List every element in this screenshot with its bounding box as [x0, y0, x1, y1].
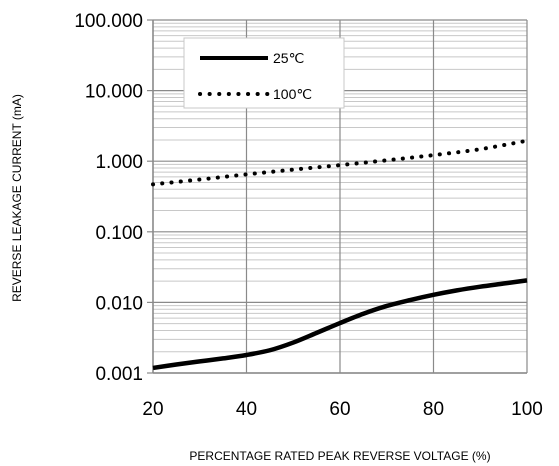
y-tick-label: 100.000: [74, 11, 143, 32]
y-tick-label: 1.000: [95, 152, 143, 173]
legend-box: [183, 37, 345, 109]
legend-label-100c: 100℃: [273, 86, 312, 102]
y-tick-label: 0.100: [95, 223, 143, 244]
x-tick-label: 100: [511, 399, 543, 420]
plot-frame: [147, 19, 527, 374]
x-tick-label: 80: [423, 399, 444, 420]
series-100c-line: [151, 138, 529, 187]
y-axis-title: REVERSE LEAKAGE CURRENT (mA): [10, 94, 24, 302]
x-tick-label: 40: [236, 399, 257, 420]
x-axis-title: PERCENTAGE RATED PEAK REVERSE VOLTAGE (%…: [189, 449, 490, 463]
y-tick-label: 0.010: [95, 293, 143, 314]
series-25c-line: [152, 278, 528, 371]
y-tick-label: 10.000: [85, 82, 143, 103]
legend: 25℃ 100℃: [183, 37, 345, 109]
x-tick-label: 20: [142, 399, 163, 420]
series-group: [151, 138, 529, 371]
y-tick-label: 0.001: [95, 364, 143, 385]
legend-label-25c: 25℃: [273, 50, 304, 66]
tick-labels: 0.001 0.010 0.100 1.000 10.000 100.000 20 40 60 8…: [74, 11, 543, 420]
x-tick-label: 60: [329, 399, 350, 420]
